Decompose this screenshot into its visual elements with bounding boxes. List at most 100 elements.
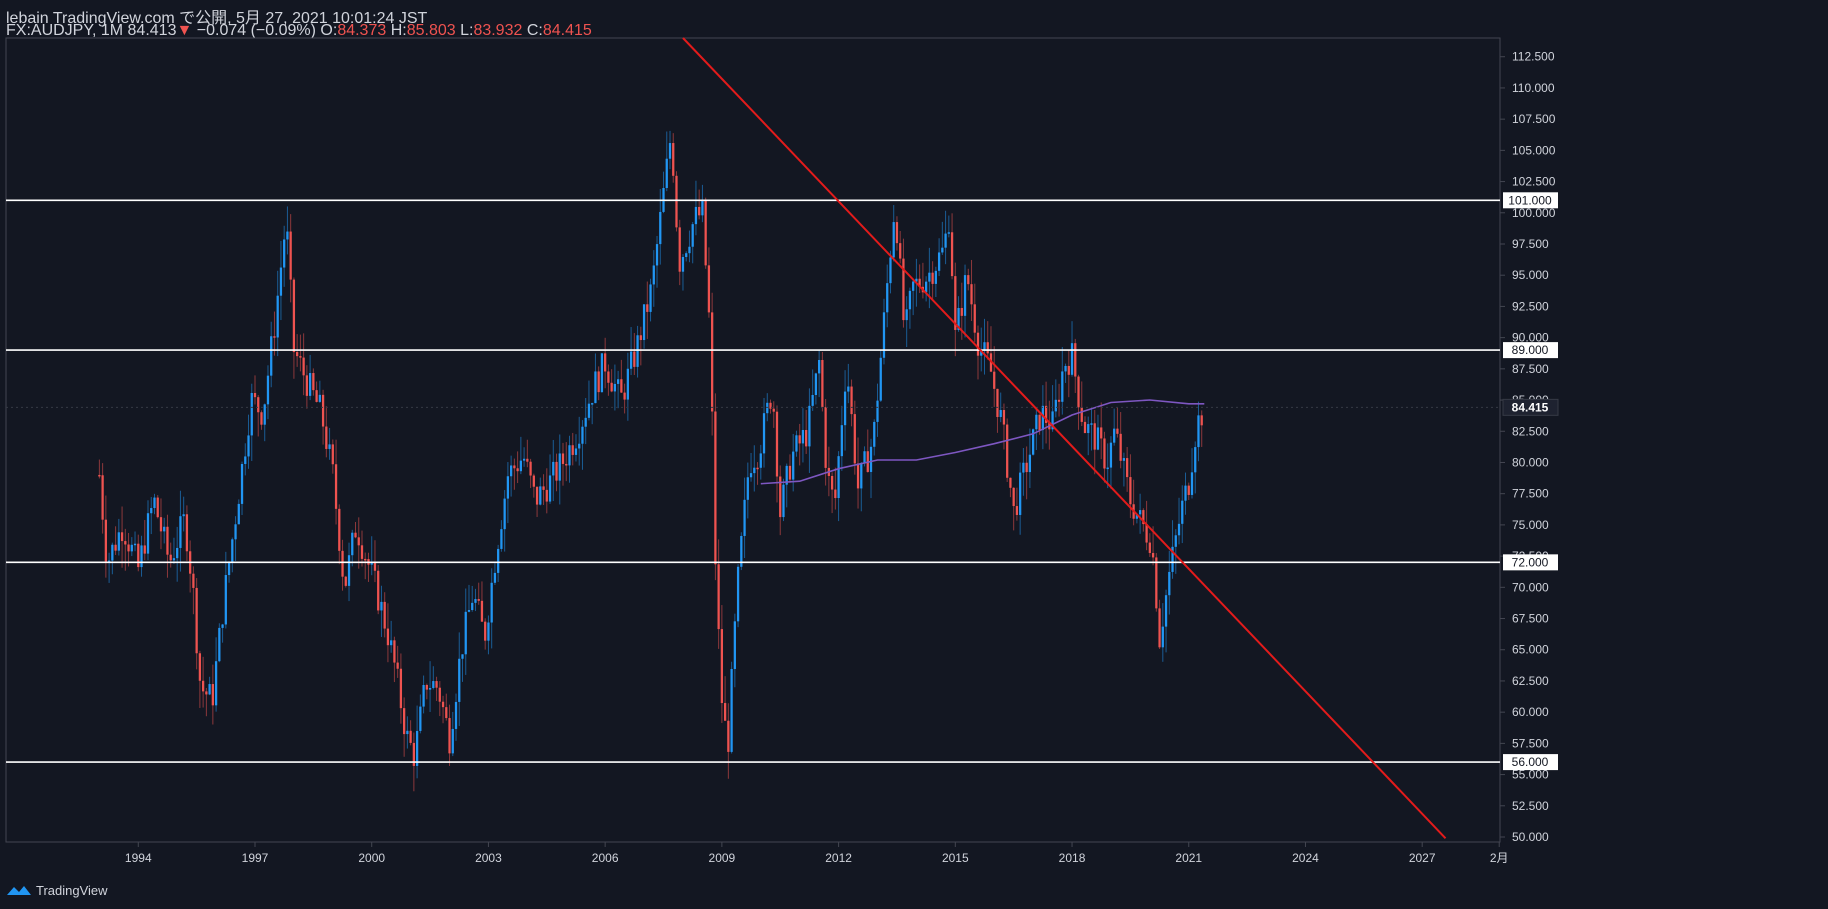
candle-body [182, 514, 185, 517]
candle-body [484, 621, 487, 641]
candle-body [821, 360, 824, 408]
close-label: C: [526, 22, 543, 39]
candle-body [390, 640, 393, 646]
price-tick-label: 100.000 [1512, 206, 1556, 220]
high-label: H: [390, 22, 407, 39]
candle-body [419, 706, 422, 731]
candle-body [665, 158, 668, 188]
candle-body [639, 335, 642, 341]
descending-trendline[interactable] [682, 37, 1447, 839]
candle-body [1009, 477, 1012, 488]
candle-body [150, 508, 153, 514]
candle-body [937, 252, 941, 271]
time-tick-label: 2月 [1490, 851, 1509, 865]
price-tick-label: 77.500 [1512, 487, 1549, 501]
moving-average-line[interactable] [760, 399, 1205, 485]
candle-body [247, 435, 250, 457]
candle-body [847, 386, 850, 392]
candle-body [529, 461, 532, 476]
candle-body [1106, 467, 1109, 470]
candle-body [208, 684, 211, 695]
time-tick-label: 2006 [592, 851, 619, 865]
last-price-tag [1502, 398, 1559, 416]
candle-body [584, 417, 587, 427]
time-tick-label: 2021 [1175, 851, 1202, 865]
candle-body [879, 357, 882, 401]
tradingview-logo[interactable]: TradingView [6, 880, 108, 900]
price-tick-label: 55.000 [1512, 768, 1549, 782]
candle-body [432, 681, 435, 689]
price-tick-label: 112.500 [1512, 50, 1555, 64]
candle-body [837, 456, 840, 499]
candle-body [120, 532, 124, 542]
change-value: −0.074 (−0.09%) [196, 22, 316, 39]
last-price-value: 84.413 [127, 22, 177, 39]
candle-body [766, 402, 769, 414]
candle-body [325, 426, 328, 449]
candle-body [944, 233, 947, 248]
candle-body [380, 601, 383, 611]
candle-body [270, 336, 273, 376]
time-tick-label: 2027 [1409, 851, 1436, 865]
candle-body [769, 402, 772, 409]
candle-body [341, 550, 344, 577]
candle-body [980, 350, 983, 356]
candle-body [772, 408, 775, 412]
candle-body [805, 429, 808, 447]
tradingview-brand: TradingView [36, 882, 108, 898]
candle-body [889, 257, 892, 284]
time-tick-label: 2018 [1059, 851, 1086, 865]
candle-body [950, 232, 954, 277]
candle-body [675, 175, 678, 228]
candle-body [620, 379, 623, 393]
candle-body [1038, 414, 1041, 431]
candle-body [779, 476, 782, 518]
candle-body [127, 544, 130, 552]
candle-body [370, 562, 373, 565]
candle-body [623, 392, 626, 400]
candle-body [1171, 546, 1174, 572]
candle-body [464, 611, 467, 655]
candle-body [694, 206, 698, 225]
price-tick-label: 80.000 [1512, 455, 1549, 469]
candle-body [1025, 462, 1028, 473]
candle-body [1200, 415, 1203, 426]
candle-body [169, 554, 172, 561]
candle-body [205, 691, 208, 695]
candle-body [759, 453, 762, 468]
candle-body [1019, 472, 1022, 515]
candle-body [1187, 485, 1190, 495]
candle-body [1174, 535, 1177, 547]
down-arrow-icon: ▼ [176, 22, 193, 39]
symbol-label[interactable]: FX:AUDJPY, 1M [6, 22, 124, 39]
level-price-label: 89.000 [1512, 343, 1549, 357]
candle-body [137, 543, 140, 568]
candle-body [458, 658, 461, 702]
candle-body [211, 684, 214, 706]
candle-body [276, 295, 279, 338]
candle-body [1061, 371, 1064, 402]
candle-body [1044, 405, 1048, 423]
ohlc-legend: FX:AUDJPY, 1M 84.413▼ −0.074 (−0.09%) O:… [6, 22, 592, 40]
candle-body [915, 278, 918, 282]
candle-body [117, 532, 120, 551]
candle-body [1148, 542, 1151, 553]
candle-body [1138, 510, 1142, 515]
candle-body [681, 256, 685, 272]
candle-body [1142, 510, 1145, 525]
last-price-label: 84.415 [1512, 400, 1549, 414]
candle-body [818, 360, 821, 374]
candle-body [406, 730, 409, 735]
candle-body [438, 687, 441, 702]
candle-body [1087, 424, 1090, 434]
candle-body [960, 307, 963, 316]
price-tick-label: 67.500 [1512, 612, 1549, 626]
candle-body [480, 600, 484, 622]
candle-body [383, 601, 386, 629]
candle-body [263, 404, 266, 425]
candle-body [513, 465, 516, 469]
candle-body [672, 143, 675, 176]
candle-body [801, 429, 805, 444]
